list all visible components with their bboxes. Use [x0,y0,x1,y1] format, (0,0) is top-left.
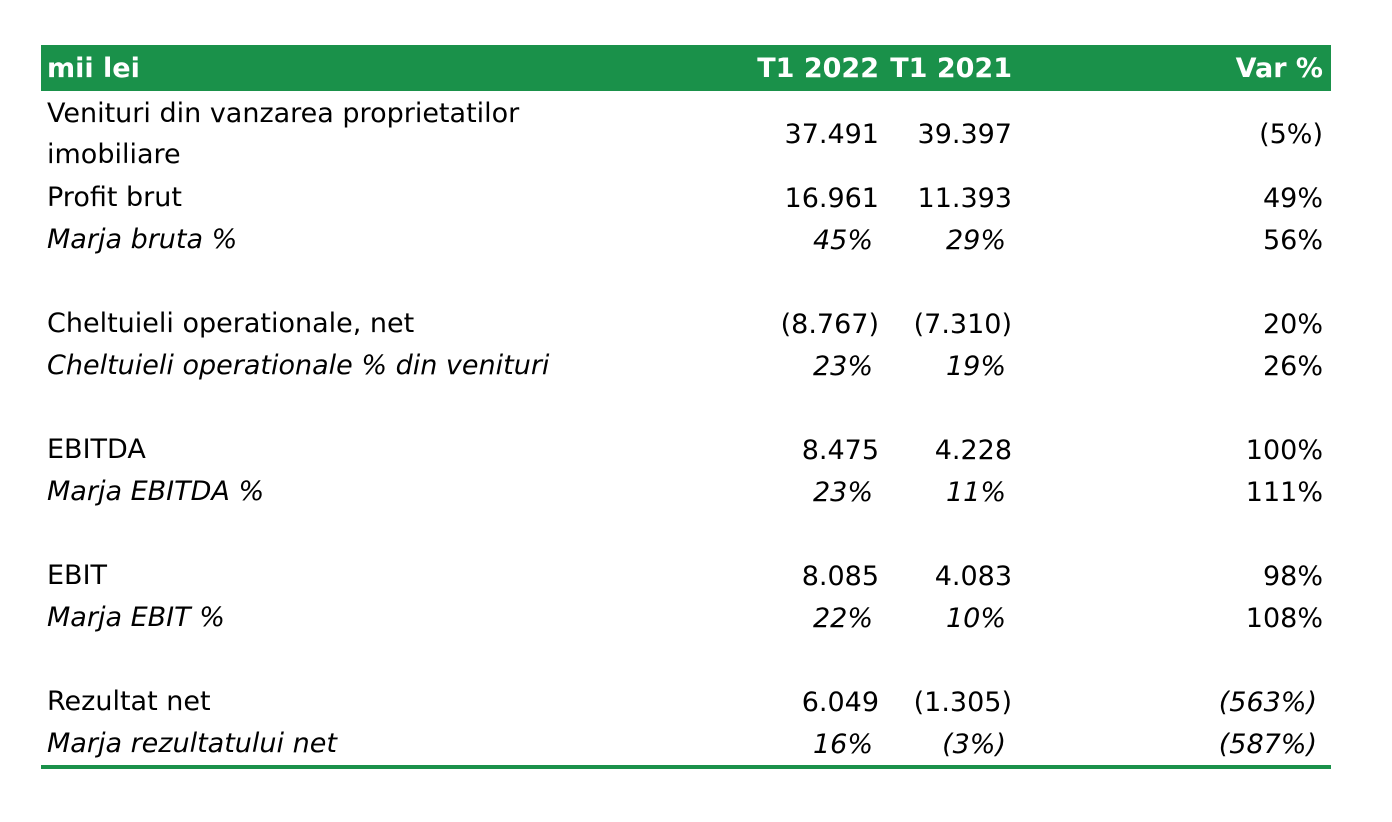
spacer-row [41,387,1331,429]
header-unit: mii lei [47,52,140,84]
row-label: Marja EBIT % [47,602,225,633]
row-label: Marja bruta % [47,224,238,255]
row-label: Marja EBITDA % [47,476,265,507]
spacer-row [41,261,1331,303]
value-t1-2022: 8.475 [801,434,879,466]
table-header-row: mii lei T1 2022 T1 2021 Var % [41,45,1331,91]
value-var-pct: 49% [1262,182,1323,214]
value-var-pct: 111% [1245,476,1323,508]
row-label: Profit brut [47,182,182,213]
table-row: Profit brut 16.961 11.393 49% [41,177,1331,219]
table-row: Cheltuieli operationale % din venituri 2… [41,345,1331,387]
value-t1-2021: 29% [945,224,1006,256]
header-t1-2021: T1 2021 [890,52,1012,84]
value-t1-2022: 45% [812,224,873,256]
row-label: Marja rezultatului net [41,723,641,769]
value-t1-2021: 10% [945,602,1006,634]
value-var-pct: 98% [1262,560,1323,592]
value-var-pct: 100% [1245,434,1323,466]
spacer-row [41,513,1331,555]
table-row: Marja bruta % 45% 29% 56% [41,219,1331,261]
value-t1-2021: 4.083 [934,560,1012,592]
table-row: Marja EBIT % 22% 10% 108% [41,597,1331,639]
table-row: EBITDA 8.475 4.228 100% [41,429,1331,471]
row-label: EBIT [47,560,108,591]
value-var-pct: 26% [1262,350,1323,382]
value-t1-2021: 11.393 [917,182,1012,214]
value-t1-2021: (7.310) [913,308,1012,340]
value-t1-2022: 22% [812,602,873,634]
value-var-pct: (587%) [1192,723,1331,769]
row-label: Venituri din vanzarea proprietatilor imo… [47,98,520,170]
value-t1-2022: 37.491 [784,118,879,150]
value-t1-2022: (8.767) [780,308,879,340]
value-t1-2021: 4.228 [934,434,1012,466]
value-var-pct: 56% [1262,224,1323,256]
value-var-pct: 108% [1245,602,1323,634]
table-row: Venituri din vanzarea proprietatilor imo… [41,91,1331,177]
table-row: Marja rezultatului net 16% (3%) (587%) [41,723,1331,769]
value-t1-2021: 19% [945,350,1006,382]
row-label: Cheltuieli operationale, net [47,308,415,339]
value-t1-2021: 39.397 [917,118,1012,150]
value-t1-2022: 23% [812,350,873,382]
header-var-pct: Var % [1235,52,1323,84]
financial-summary-table: mii lei T1 2022 T1 2021 Var % Venituri d… [41,45,1331,769]
table-row: Marja EBITDA % 23% 11% 111% [41,471,1331,513]
value-var-pct: 20% [1262,308,1323,340]
value-t1-2022: 16.961 [784,182,879,214]
header-t1-2022: T1 2022 [757,52,879,84]
spacer-row [41,639,1331,681]
value-var-pct: (5%) [1259,118,1323,150]
value-t1-2021: 11% [945,476,1006,508]
row-label: Rezultat net [47,686,211,717]
table-row: EBIT 8.085 4.083 98% [41,555,1331,597]
value-t1-2021: (1.305) [913,686,1012,718]
value-t1-2022: 6.049 [801,686,879,718]
value-t1-2022: 16% [641,723,881,769]
row-label: EBITDA [47,434,146,465]
value-t1-2021: (3%) [881,723,1192,769]
table-row: Cheltuieli operationale, net (8.767) (7.… [41,303,1331,345]
value-t1-2022: 23% [812,476,873,508]
value-var-pct: (563%) [1218,686,1317,718]
value-t1-2022: 8.085 [801,560,879,592]
table-row: Rezultat net 6.049 (1.305) (563%) [41,681,1331,723]
row-label: Cheltuieli operationale % din venituri [47,350,550,381]
